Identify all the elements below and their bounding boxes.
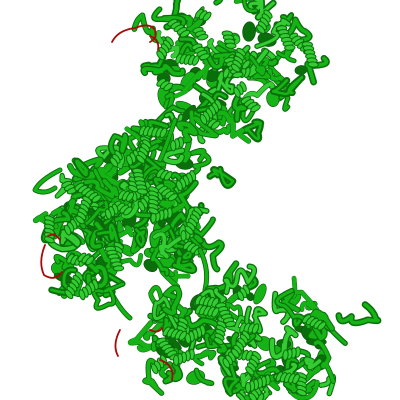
helix-turn [170, 140, 176, 151]
helix-turn [308, 62, 319, 68]
alpha-helix [148, 186, 160, 215]
helix-turn [245, 382, 250, 392]
helix-turn [284, 45, 295, 51]
helix-turn [173, 355, 178, 365]
alpha-helix [238, 322, 260, 335]
helix-turn [225, 43, 236, 49]
helix-turn [181, 230, 186, 240]
helix-turn [282, 350, 288, 361]
alpha-helix [44, 215, 56, 244]
helix-turn [113, 265, 124, 271]
